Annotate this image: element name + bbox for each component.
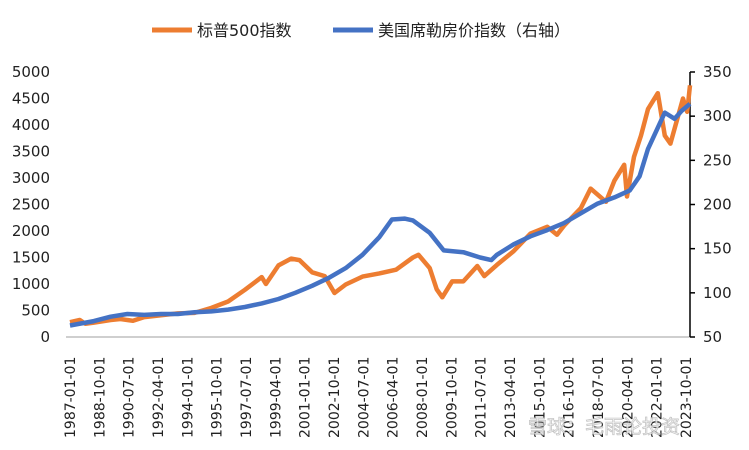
legend-label-case-shiller: 美国席勒房价指数（右轴） [378,21,570,40]
x-tick-label: 2009-10-01 [444,357,460,438]
x-tick-label: 1995-10-01 [210,357,226,438]
x-tick-label: 1997-07-01 [239,357,255,438]
x-tick-label: 2013-04-01 [503,357,519,438]
x-tick-label: 2016-10-01 [562,357,578,438]
x-tick-label: 2015-01-01 [532,357,548,438]
x-tick-label: 2018-07-01 [591,357,607,438]
x-tick-label: 2002-10-01 [327,357,343,438]
left-tick-label: 1000 [12,275,50,293]
legend: 标普500指数 美国席勒房价指数（右轴） [152,21,570,40]
x-tick-label: 2022-01-01 [650,357,666,438]
x-tick-label: 2023-10-01 [679,357,695,438]
left-tick-label: 2500 [12,196,50,214]
x-tick-label: 1988-10-01 [92,357,108,438]
left-tick-label: 500 [21,302,50,320]
series-line-case-shiller [69,102,692,328]
x-tick-label: 2008-01-01 [415,357,431,438]
x-tick-label: 2020-04-01 [620,357,636,438]
right-tick-label: 200 [703,196,732,214]
left-tick-label: 4000 [12,116,50,134]
left-tick-label: 0 [40,328,50,346]
left-tick-label: 2000 [12,222,50,240]
x-tick-label: 1987-01-01 [63,357,79,438]
x-tick-label: 2011-07-01 [474,357,490,438]
left-tick-label: 3500 [12,143,50,161]
left-tick-label: 5000 [12,63,50,81]
watermark: 雪球：毛雨论投资 [528,416,680,438]
x-tick-label: 2006-04-01 [386,357,402,438]
x-tick-label: 1990-07-01 [122,357,138,438]
right-tick-label: 300 [703,107,732,125]
left-tick-label: 3000 [12,169,50,187]
legend-label-sp500: 标普500指数 [197,21,292,40]
x-tick-label: 2004-07-01 [356,357,372,438]
left-tick-label: 1500 [12,249,50,267]
right-tick-label: 50 [703,328,722,346]
right-tick-label: 150 [703,240,732,258]
right-tick-label: 100 [703,284,732,302]
right-tick-label: 350 [703,63,732,81]
x-tick-label: 2001-01-01 [298,357,314,438]
x-tick-label: 1994-01-01 [180,357,196,438]
x-tick-label: 1999-04-01 [268,357,284,438]
left-tick-label: 4500 [12,90,50,108]
right-tick-label: 250 [703,151,732,169]
x-tick-label: 1992-04-01 [151,357,167,438]
